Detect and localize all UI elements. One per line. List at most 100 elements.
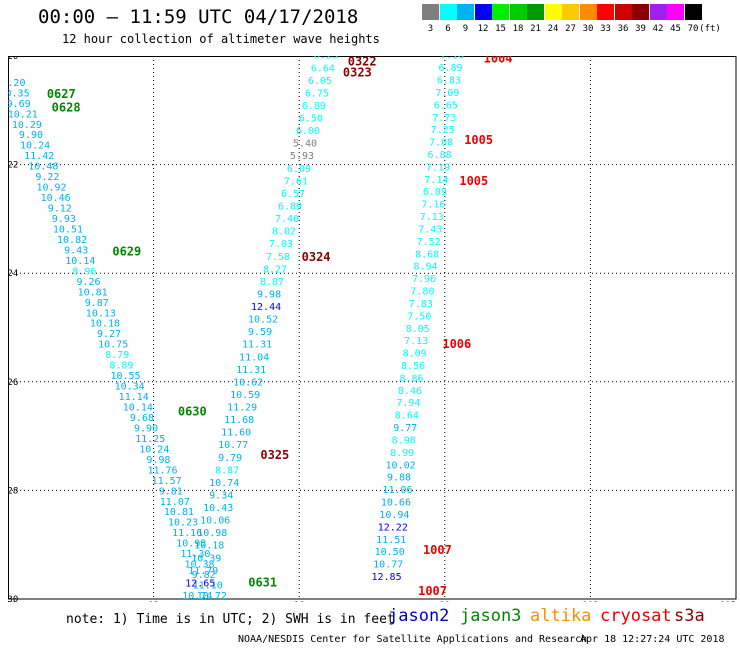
wave-height-reading: 10.77 [373,560,403,571]
wave-height-reading: 10.18 [90,319,120,330]
wave-height-reading: 11.25 [135,434,165,445]
lon-label: 102 [582,601,598,602]
wave-height-reading: 8.86 [399,373,423,384]
wave-height-reading: 9.59 [248,327,272,338]
wave-height-reading: 9.43 [64,245,88,256]
legend-label-70: 70 [687,24,699,34]
wave-height-reading: 6.83 [437,76,461,87]
wave-height-reading: 6.64 [311,63,335,74]
wave-height-reading: 7.52 [417,237,441,248]
credit-line: NOAA/NESDIS Center for Satellite Applica… [238,634,588,645]
legend-swatch-12 [474,4,492,20]
wave-height-reading: 10.20 [8,78,25,89]
wave-height-reading: 9.26 [76,277,100,288]
pass-label: 0323 [343,65,372,79]
wave-height-reading: 9.69 [8,99,31,110]
pass-label: 1007 [423,543,452,557]
wave-height-reading: 10.38 [184,560,214,571]
wave-height-reading: 7.10 [440,56,464,62]
satellite-jason3: jason3 [460,606,522,626]
pass-label: 0628 [52,101,81,115]
wave-height-reading: 10.98 [176,539,206,550]
wave-height-reading: 7.61 [284,176,308,187]
wave-height-reading: 10.43 [203,503,233,514]
wave-height-reading: 9.68 [130,413,154,424]
wave-height-reading: 11.76 [147,465,177,476]
legend-swatch-45 [667,4,684,20]
lat-label: -22 [8,161,18,171]
wave-height-reading: 10.74 [209,478,239,489]
wave-height-reading: 12.22 [378,522,408,533]
wave-height-reading: 9.90 [134,423,158,434]
wave-height-reading: 8.89 [109,361,133,372]
wave-height-reading: 6.88 [428,150,452,161]
legend-swatch-27 [562,4,579,20]
legend-label-18: 18 [512,24,524,34]
lon-label: 93 [148,601,159,602]
wave-height-reading: 7.96 [412,274,436,285]
lon-label: 90 [8,601,16,602]
wave-height-reading: 10.34 [115,382,145,393]
pass-label: 1006 [442,337,471,351]
wave-height-reading: 10.94 [379,510,409,521]
footnote: note: 1) Time is in UTC; 2) SWH is in fe… [66,612,395,627]
legend-swatch-21 [527,4,544,20]
wave-height-reading: 10.51 [53,224,83,235]
legend-swatch-15 [492,4,509,20]
wave-height-reading: 9.88 [387,473,411,484]
wave-height-reading: 11.31 [236,365,266,376]
wave-height-reading: 11.07 [160,497,190,508]
lat-label: -20 [8,56,18,62]
wave-height-reading: 7.09 [435,88,459,99]
wave-height-reading: 10.35 [8,88,30,99]
wave-height-reading: 9.79 [218,453,242,464]
wave-height-reading: 8.87 [260,277,284,288]
lat-label: -26 [8,378,18,388]
legend-label-27: 27 [565,24,576,34]
wave-height-reading: 8.87 [215,465,239,476]
wave-height-reading: 10.21 [8,109,38,120]
wave-height-reading: 9.81 [159,486,183,497]
wave-height-reading: 6.09 [423,187,447,198]
wave-height-reading: 10.18 [194,541,224,552]
legend-swatch-9 [457,4,474,20]
legend-swatch-24 [544,4,562,20]
legend-swatch-33 [597,4,614,20]
legend-swatch-36 [614,4,632,20]
wave-height-reading: 11.30 [180,549,210,560]
map-title: 00:00 – 11:59 UTC 04/17/2018 [38,6,359,28]
wave-height-reading: 10.50 [375,547,405,558]
pass-label: 1005 [459,174,488,188]
wave-height-reading: 10.92 [36,183,66,194]
wave-height-reading: 6.00 [296,126,320,137]
wave-height-reading: 8.99 [390,448,414,459]
wave-height-reading: 8.46 [398,386,422,397]
wave-height-reading: 7.13 [404,336,428,347]
wave-height-reading: 7.25 [431,125,455,136]
legend-unit: (ft) [699,24,721,34]
wave-height-reading: 10.52 [248,315,278,326]
wave-height-reading: 10.06 [200,516,230,527]
satellite-jason2: jason2 [388,606,450,626]
pass-label: 0631 [248,576,277,590]
wave-height-reading: 10.81 [164,507,194,518]
wave-height-reading: 10.66 [381,498,411,509]
wave-height-reading: 11.06 [382,485,412,496]
wave-height-reading: 10.24 [139,444,169,455]
wave-height-reading: 11.14 [119,392,149,403]
wave-height-reading: 8.05 [406,324,430,335]
map-canvas: -20-22-24-26-28-309093969910210510.2010.… [0,51,737,611]
wave-height-reading: 8.56 [401,361,425,372]
legend-swatch-70 [684,4,702,20]
wave-height-reading: 10.81 [78,287,108,298]
pass-label: 1005 [464,133,493,147]
wave-height-reading: 7.13 [420,212,444,223]
pass-label: 0627 [47,87,76,101]
wave-height-reading: 11.60 [221,428,251,439]
wave-height-reading: 8.64 [395,411,419,422]
wave-height-reading: 7.94 [396,398,420,409]
lat-label: -30 [8,595,18,602]
wave-height-reading: 11.51 [376,535,406,546]
wave-height-reading: 6.89 [302,101,326,112]
wave-height-reading: 10.14 [65,256,95,267]
